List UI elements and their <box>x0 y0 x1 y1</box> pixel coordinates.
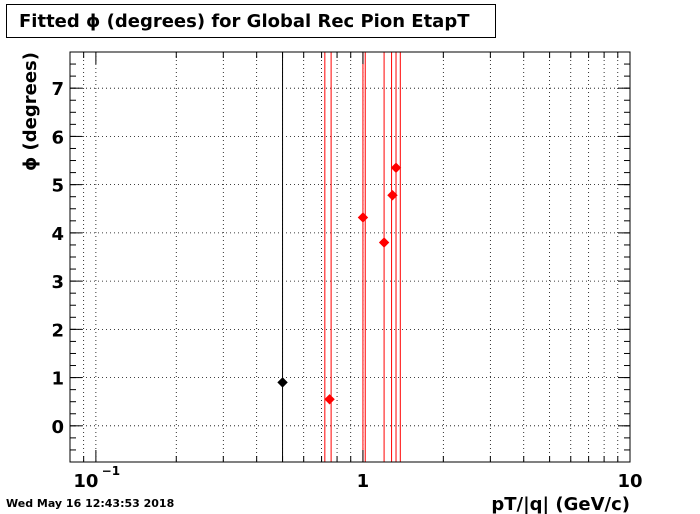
data-point <box>390 162 402 173</box>
y-tick-label: 1 <box>51 369 64 390</box>
data-points <box>277 162 402 405</box>
data-point <box>277 377 288 388</box>
vertical-lines <box>282 52 401 462</box>
chart-title: Fitted ϕ (degrees) for Global Rec Pion E… <box>19 10 470 32</box>
data-point <box>324 394 335 405</box>
grid <box>69 52 631 462</box>
x-tick-label: 1 <box>357 471 370 492</box>
data-point <box>378 237 390 248</box>
data-point <box>357 212 369 223</box>
x-axis-label: pT/|q| (GeV/c) <box>491 494 630 514</box>
y-axis-label: ϕ (degrees) <box>20 52 41 171</box>
x-tick-label: 10 <box>617 471 642 492</box>
tick-labels: 0 1 2 3 4 5 6 7 10 −1 1 10 <box>51 79 642 492</box>
y-tick-label: 0 <box>51 417 64 438</box>
y-tick-label: 3 <box>51 272 64 293</box>
x-tick-label: 10 <box>73 471 98 492</box>
plot-frame <box>69 51 631 463</box>
chart-title-box: Fitted ϕ (degrees) for Global Rec Pion E… <box>6 4 496 38</box>
y-tick-label: 6 <box>51 127 64 148</box>
y-tick-label: 5 <box>51 176 64 197</box>
y-tick-label: 7 <box>51 79 64 100</box>
x-tick-label-exponent: −1 <box>102 464 120 478</box>
y-tick-label: 2 <box>51 320 64 341</box>
timestamp: Wed May 16 12:43:53 2018 <box>6 497 175 510</box>
y-tick-label: 4 <box>51 224 64 245</box>
data-point <box>387 190 398 201</box>
axis-ticks <box>69 51 631 463</box>
